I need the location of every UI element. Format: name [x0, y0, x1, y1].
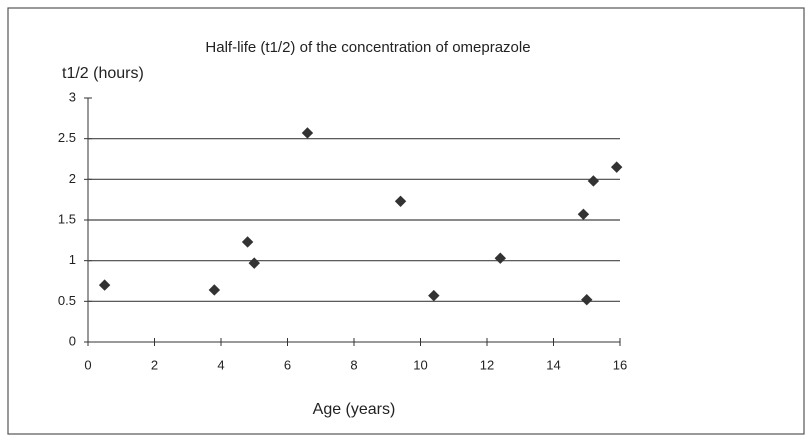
y-tick-label: 1: [69, 252, 76, 267]
point: [581, 293, 593, 306]
x-tick-label: 14: [546, 357, 560, 372]
y-tick-label: 2.5: [58, 130, 76, 145]
x-tick-label: 4: [217, 357, 224, 372]
x-axis-label: Age (years): [313, 401, 396, 418]
x-tick-label: 6: [284, 357, 291, 372]
point: [577, 208, 590, 221]
y-axis-label: t1/2 (hours): [62, 65, 144, 82]
point: [301, 127, 314, 139]
point: [587, 175, 600, 187]
y-tick-label: 0: [69, 333, 76, 348]
x-tick-label: 8: [350, 357, 357, 372]
point: [494, 252, 507, 264]
point: [98, 279, 111, 291]
y-tick-label: 3: [69, 89, 76, 104]
x-tick-label: 0: [84, 357, 91, 372]
x-tick-label: 2: [151, 357, 158, 372]
chart-title: Half-life (t1/2) of the concentration of…: [205, 39, 530, 56]
y-tick-label: 1.5: [58, 211, 76, 226]
y-tick-label: 0.5: [58, 293, 76, 308]
point: [610, 161, 623, 173]
x-tick-label: 10: [413, 357, 427, 372]
x-tick-label: 16: [613, 357, 627, 372]
point: [241, 236, 254, 248]
x-tick-label: 12: [480, 357, 494, 372]
point: [428, 289, 440, 302]
point: [394, 195, 407, 208]
point: [208, 284, 221, 296]
point: [248, 257, 260, 269]
chart-frame: [7, 7, 805, 435]
y-tick-label: 2: [69, 171, 76, 186]
